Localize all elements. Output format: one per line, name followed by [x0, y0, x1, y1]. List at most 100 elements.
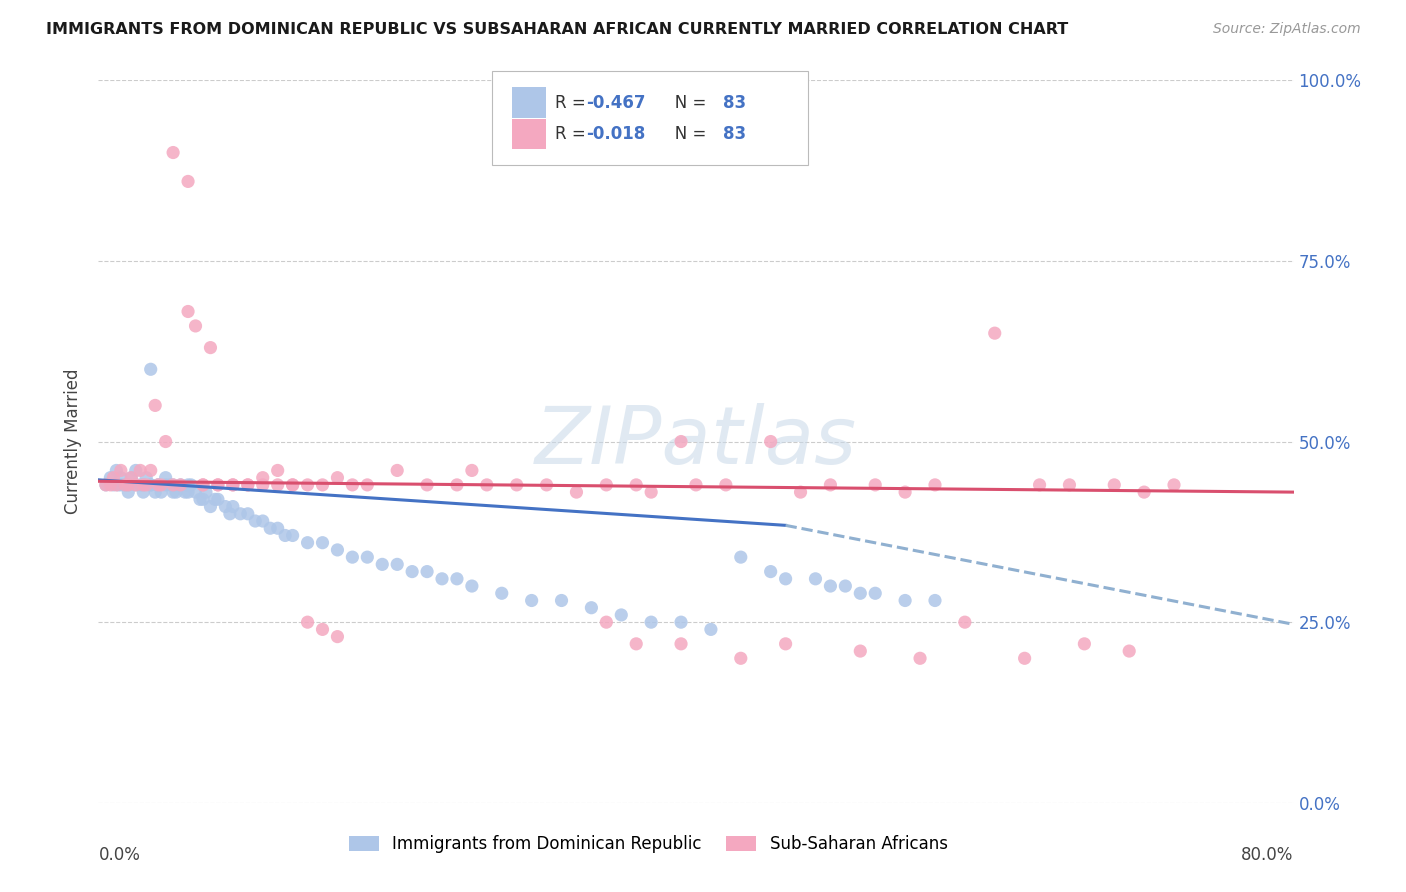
- Point: [135, 470, 157, 484]
- Point: [222, 478, 245, 492]
- Point: [252, 514, 274, 528]
- Point: [120, 470, 142, 484]
- Text: ZIPatlas: ZIPatlas: [534, 402, 858, 481]
- Point: [200, 500, 222, 514]
- Point: [1073, 637, 1095, 651]
- Point: [143, 485, 166, 500]
- Point: [94, 478, 117, 492]
- Point: [184, 485, 207, 500]
- Point: [120, 470, 142, 484]
- Point: [730, 550, 752, 565]
- Point: [114, 478, 136, 492]
- Point: [117, 478, 139, 492]
- Point: [114, 478, 136, 492]
- Point: [356, 478, 378, 492]
- Point: [834, 579, 856, 593]
- Point: [191, 478, 214, 492]
- Point: [236, 478, 259, 492]
- Text: 80.0%: 80.0%: [1241, 847, 1294, 864]
- Text: 0.0%: 0.0%: [98, 847, 141, 864]
- Point: [1059, 478, 1081, 492]
- Point: [155, 470, 177, 484]
- Point: [245, 514, 267, 528]
- Point: [356, 550, 378, 565]
- Point: [775, 572, 797, 586]
- Point: [252, 478, 274, 492]
- Point: [430, 572, 453, 586]
- Point: [103, 478, 125, 492]
- Point: [281, 478, 304, 492]
- Point: [342, 478, 364, 492]
- Point: [1104, 478, 1126, 492]
- Point: [98, 470, 122, 484]
- Point: [385, 558, 409, 572]
- Point: [820, 478, 842, 492]
- Point: [252, 470, 274, 484]
- Point: [94, 478, 117, 492]
- Point: [132, 478, 155, 492]
- Point: [281, 478, 304, 492]
- Point: [759, 434, 782, 449]
- Text: R =: R =: [555, 125, 592, 143]
- Point: [953, 615, 976, 630]
- Point: [1118, 644, 1140, 658]
- Y-axis label: Currently Married: Currently Married: [65, 368, 83, 515]
- Point: [129, 478, 152, 492]
- Point: [188, 492, 211, 507]
- Point: [849, 586, 872, 600]
- Point: [155, 478, 177, 492]
- Point: [110, 478, 132, 492]
- Point: [105, 463, 128, 477]
- Text: IMMIGRANTS FROM DOMINICAN REPUBLIC VS SUBSAHARAN AFRICAN CURRENTLY MARRIED CORRE: IMMIGRANTS FROM DOMINICAN REPUBLIC VS SU…: [46, 22, 1069, 37]
- Point: [446, 478, 468, 492]
- Point: [595, 615, 617, 630]
- Point: [98, 478, 122, 492]
- Point: [610, 607, 633, 622]
- Legend: Immigrants from Dominican Republic, Sub-Saharan Africans: Immigrants from Dominican Republic, Sub-…: [342, 828, 955, 860]
- Point: [191, 492, 214, 507]
- Point: [139, 478, 162, 492]
- Point: [1028, 478, 1050, 492]
- Point: [894, 593, 917, 607]
- Point: [169, 478, 191, 492]
- Point: [520, 593, 543, 607]
- Point: [730, 651, 752, 665]
- Point: [117, 478, 139, 492]
- Point: [207, 478, 229, 492]
- Point: [669, 434, 692, 449]
- Point: [311, 535, 333, 549]
- Point: [446, 572, 468, 586]
- Point: [908, 651, 931, 665]
- Point: [139, 463, 162, 477]
- Point: [984, 326, 1007, 340]
- Point: [640, 615, 662, 630]
- Point: [195, 485, 218, 500]
- Point: [371, 558, 394, 572]
- Point: [177, 478, 200, 492]
- Point: [700, 623, 723, 637]
- Point: [207, 478, 229, 492]
- Point: [1133, 485, 1156, 500]
- Point: [536, 478, 558, 492]
- Point: [685, 478, 707, 492]
- Point: [326, 542, 349, 557]
- Text: N =: N =: [659, 94, 711, 112]
- Point: [110, 470, 132, 484]
- Point: [107, 478, 129, 492]
- Text: -0.018: -0.018: [586, 125, 645, 143]
- Point: [416, 565, 439, 579]
- Point: [222, 500, 245, 514]
- Point: [924, 593, 946, 607]
- Point: [139, 478, 162, 492]
- Point: [222, 478, 245, 492]
- Point: [342, 550, 364, 565]
- Point: [267, 478, 290, 492]
- Point: [461, 579, 484, 593]
- Point: [165, 485, 187, 500]
- Point: [820, 579, 842, 593]
- Text: N =: N =: [659, 125, 711, 143]
- Text: 83: 83: [723, 125, 745, 143]
- Point: [177, 304, 200, 318]
- Point: [174, 485, 197, 500]
- Text: 83: 83: [723, 94, 745, 112]
